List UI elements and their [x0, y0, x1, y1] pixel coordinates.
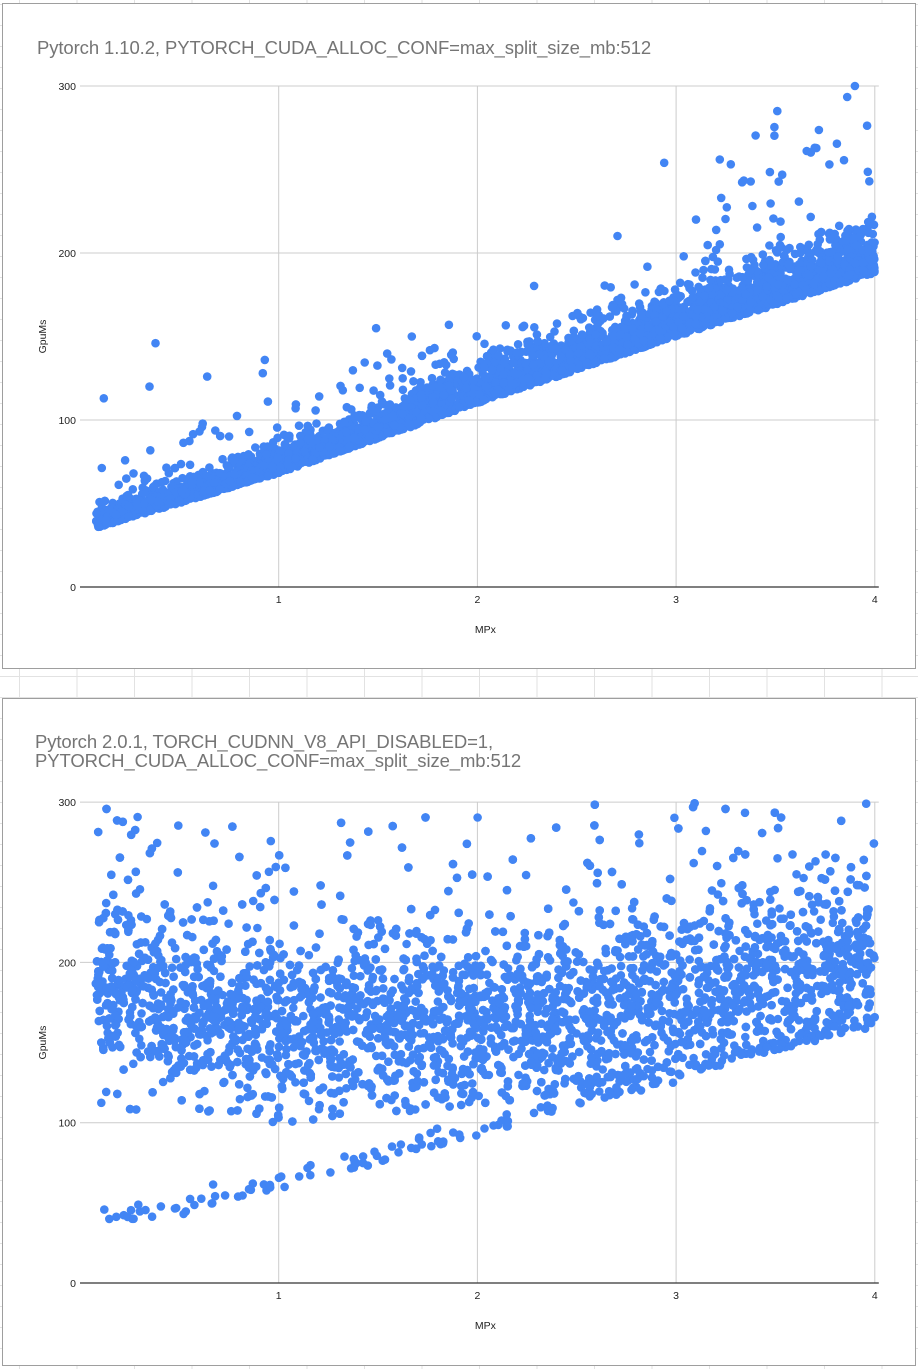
x-tick-label: 2: [474, 594, 480, 606]
chart-2-title: Pytorch 2.0.1, TORCH_CUDNN_V8_API_DISABL…: [35, 731, 522, 771]
gridlines: [80, 801, 879, 1283]
x-axis-title: MPx: [475, 1320, 497, 1332]
chart-1-container[interactable]: Pytorch 1.10.2, PYTORCH_CUDA_ALLOC_CONF=…: [2, 3, 916, 669]
chart-2-plot-area: 0 100 200 300 1 2 3 4 MPx GpuMs: [37, 797, 879, 1332]
y-tick-label: 100: [58, 415, 76, 427]
y-tick-label: 0: [70, 582, 76, 594]
chart-1-plot-area: 0 100 200 300 1 2 3 4 MPx GpuMs: [37, 81, 879, 636]
x-tick-label: 4: [872, 1290, 878, 1302]
x-tick-label: 3: [673, 1290, 679, 1302]
x-tick-label: 2: [474, 1290, 480, 1302]
scatter-points: [92, 81, 879, 532]
chart-2-container[interactable]: Pytorch 2.0.1, TORCH_CUDNN_V8_API_DISABL…: [2, 698, 916, 1366]
x-axis-title: MPx: [475, 624, 497, 636]
scatter-points: [91, 799, 879, 1224]
x-tick-label: 4: [872, 594, 878, 606]
y-tick-label: 100: [58, 1118, 76, 1130]
y-tick-label: 300: [58, 797, 76, 809]
y-tick-label: 0: [70, 1278, 76, 1290]
chart-1-title: Pytorch 1.10.2, PYTORCH_CUDA_ALLOC_CONF=…: [37, 37, 652, 58]
y-tick-label: 200: [58, 957, 76, 969]
y-tick-label: 300: [58, 81, 76, 93]
x-tick-label: 3: [673, 594, 679, 606]
y-axis-title: GpuMs: [37, 320, 49, 354]
x-tick-label: 1: [276, 594, 282, 606]
x-tick-label: 1: [276, 1290, 282, 1302]
y-axis-title: GpuMs: [37, 1026, 49, 1060]
y-tick-label: 200: [58, 248, 76, 260]
